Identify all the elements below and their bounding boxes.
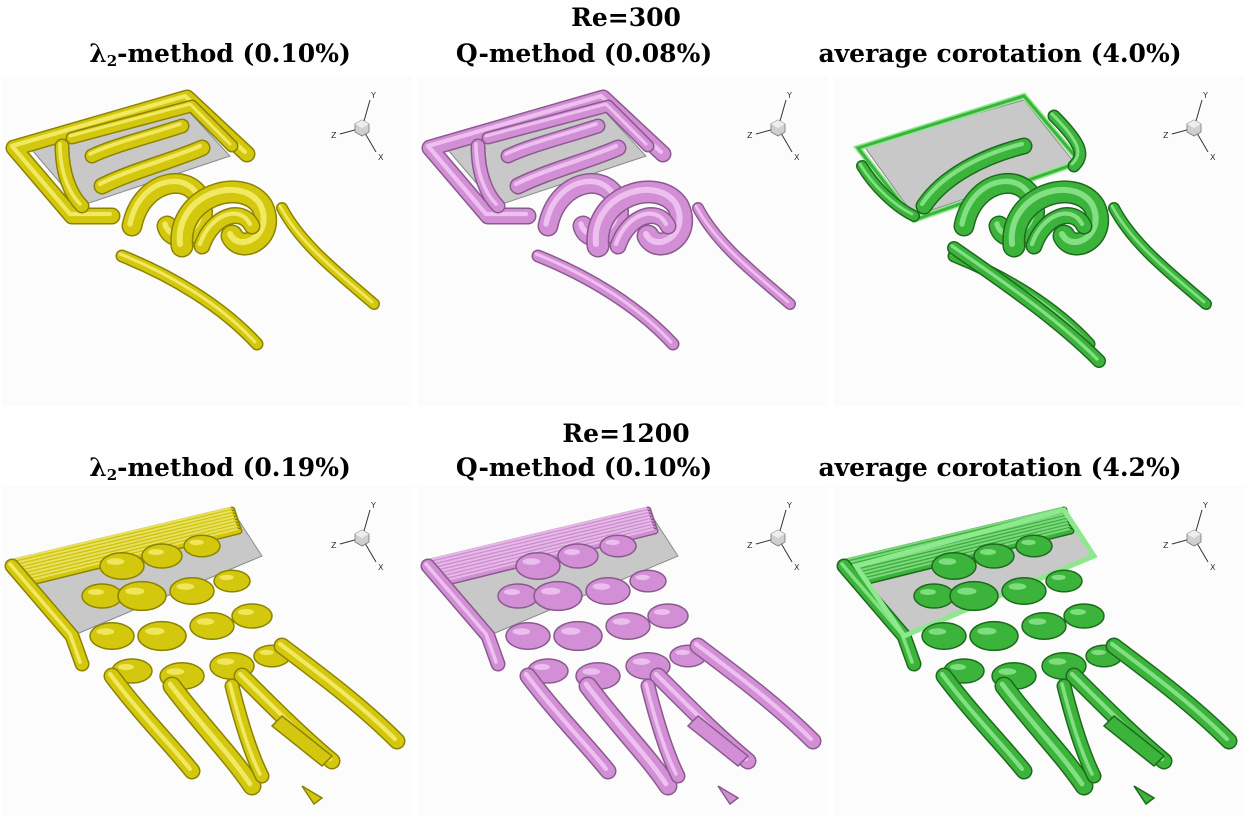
row-title-re300: Re=300: [571, 3, 681, 32]
vortex-panel-corotation-re300: Y Z X: [834, 76, 1244, 406]
vortex-isosurface-image: Y Z X: [852, 91, 1216, 368]
axis-triad-icon: Y Z X: [331, 91, 384, 162]
svg-text:Y: Y: [786, 501, 792, 510]
row-title-re1200: Re=1200: [562, 419, 690, 448]
panel-title-lambda2-re1200: λ2-method (0.19%): [30, 454, 410, 489]
svg-text:X: X: [378, 153, 384, 162]
vortex-structures: [5, 89, 380, 351]
vortex-isosurface-image: Y Z X: [836, 501, 1238, 806]
svg-text:Z: Z: [747, 541, 753, 550]
svg-text:Y: Y: [1202, 501, 1208, 510]
vortex-structures: [421, 89, 796, 351]
label-text: -method (0.19%): [117, 453, 351, 482]
vortex-structures: [4, 506, 406, 806]
label-text: average corotation (4.2%): [818, 453, 1182, 482]
vortex-panel-lambda2-re1200: Y Z X: [2, 486, 412, 816]
label-text: average corotation (4.0%): [818, 39, 1182, 68]
lambda-subscript: 2: [106, 466, 118, 484]
svg-text:X: X: [1210, 563, 1216, 572]
svg-text:X: X: [794, 153, 800, 162]
vortex-structures: [420, 506, 822, 806]
vortex-isosurface-image: Y Z X: [420, 501, 822, 806]
panel-title-corotation-re1200: average corotation (4.2%): [810, 454, 1190, 482]
axis-triad-icon: Y Z X: [1163, 501, 1216, 572]
lambda-symbol: λ: [89, 39, 107, 68]
svg-text:Z: Z: [331, 131, 337, 140]
label-text: Q-method (0.10%): [455, 453, 713, 482]
vortex-panel-lambda2-re300: Y Z X: [2, 76, 412, 406]
vortex-structures: [852, 92, 1212, 368]
svg-text:Y: Y: [370, 501, 376, 510]
svg-text:Y: Y: [370, 91, 376, 100]
lambda-symbol: λ: [89, 453, 107, 482]
lambda-subscript: 2: [106, 52, 118, 70]
svg-text:X: X: [794, 563, 800, 572]
svg-text:Z: Z: [1163, 131, 1169, 140]
vortex-panel-corotation-re1200: Y Z X: [834, 486, 1244, 816]
svg-text:X: X: [378, 563, 384, 572]
panel-title-corotation-re300: average corotation (4.0%): [810, 40, 1190, 68]
svg-text:Z: Z: [747, 131, 753, 140]
label-text: -method (0.10%): [117, 39, 351, 68]
vortex-panel-q-re1200: Y Z X: [418, 486, 828, 816]
vortex-structures: [836, 506, 1238, 806]
label-text: Q-method (0.08%): [455, 39, 713, 68]
axis-triad-icon: Y Z X: [331, 501, 384, 572]
panel-title-lambda2-re300: λ2-method (0.10%): [30, 40, 410, 75]
axis-triad-icon: Y Z X: [1163, 91, 1216, 162]
vortex-panel-q-re300: Y Z X: [418, 76, 828, 406]
vortex-isosurface-image: Y Z X: [421, 89, 800, 351]
svg-text:Z: Z: [1163, 541, 1169, 550]
svg-text:X: X: [1210, 153, 1216, 162]
vortex-isosurface-image: Y Z X: [5, 89, 384, 351]
svg-text:Z: Z: [331, 541, 337, 550]
svg-text:Y: Y: [1202, 91, 1208, 100]
axis-triad-icon: Y Z X: [747, 91, 800, 162]
svg-text:Y: Y: [786, 91, 792, 100]
panel-title-q-re300: Q-method (0.08%): [394, 40, 774, 68]
axis-triad-icon: Y Z X: [747, 501, 800, 572]
panel-title-q-re1200: Q-method (0.10%): [394, 454, 774, 482]
vortex-isosurface-image: Y Z X: [4, 501, 406, 806]
